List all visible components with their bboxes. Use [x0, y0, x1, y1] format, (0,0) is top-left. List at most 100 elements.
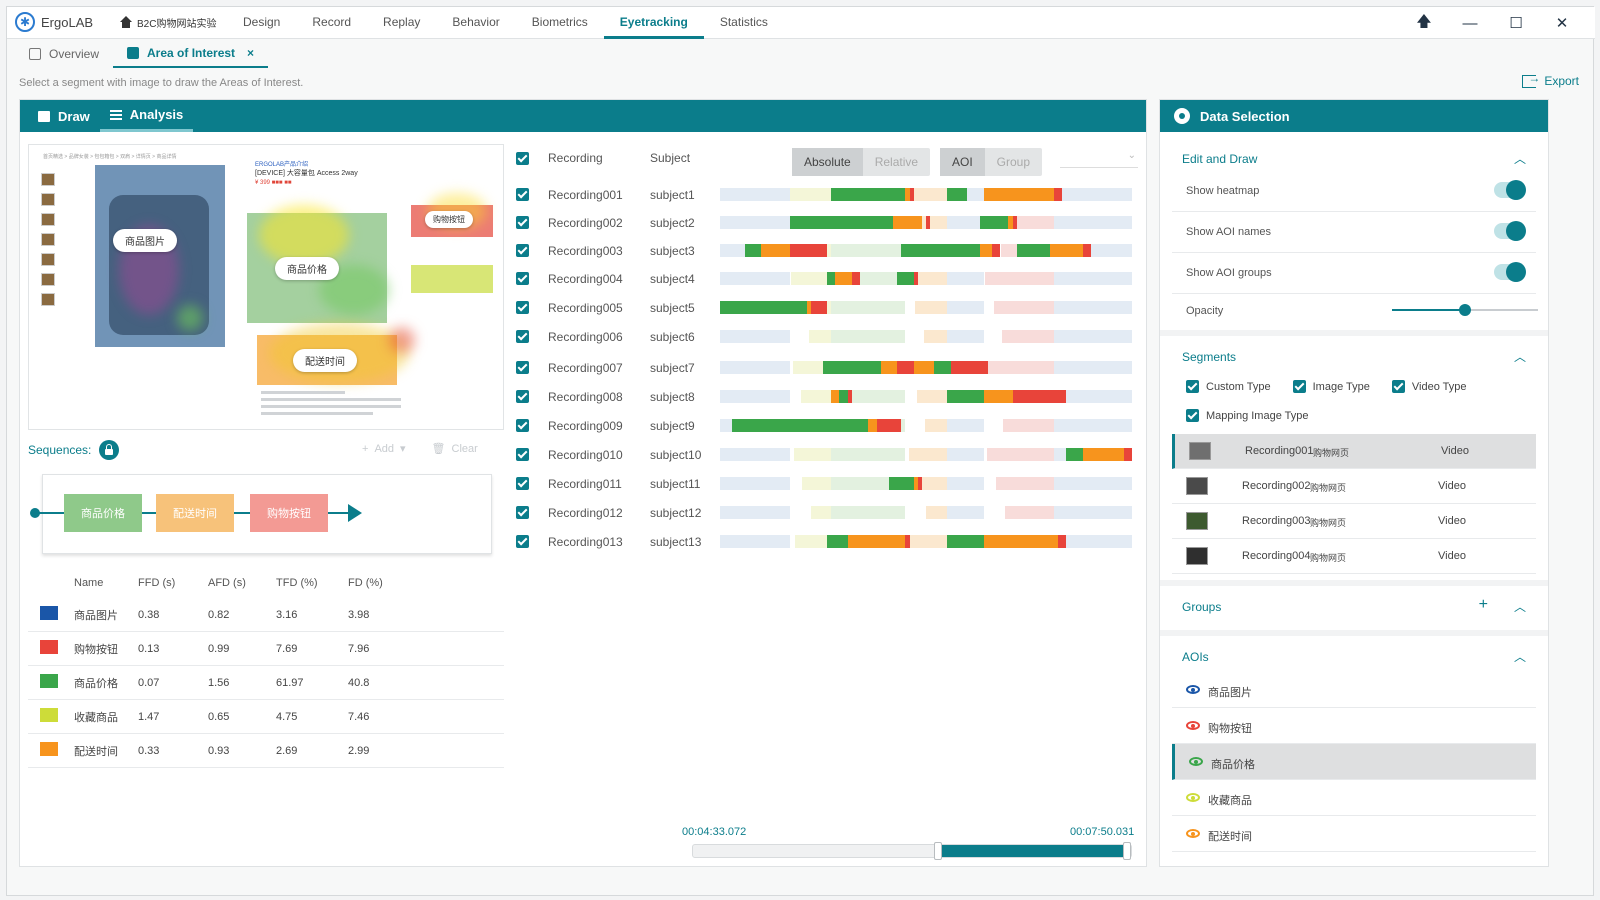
minimize-icon[interactable]: —	[1462, 14, 1478, 32]
table-row[interactable]: 收藏商品 1.47 0.65 4.75 7.46	[28, 700, 504, 734]
recording-row[interactable]: Recording005 subject5	[516, 293, 1138, 322]
group-mode-button[interactable]: Group	[996, 155, 1031, 169]
pin-icon[interactable]: 🡅	[1416, 12, 1432, 30]
collapse-edit-draw-icon[interactable]: ︿	[1513, 152, 1526, 166]
aoi-timeline[interactable]	[720, 361, 1132, 374]
table-row[interactable]: 商品图片 0.38 0.82 3.16 3.98	[28, 598, 504, 632]
aoi-timeline[interactable]	[720, 244, 1132, 257]
aoi-timeline[interactable]	[720, 535, 1132, 548]
aoi-timeline[interactable]	[720, 419, 1132, 432]
aoi-timeline[interactable]	[720, 216, 1132, 229]
aoi-timeline[interactable]	[720, 272, 1132, 285]
sequence-node[interactable]: 购物按钮	[250, 494, 328, 532]
recording-row[interactable]: Recording010 subject10	[516, 440, 1138, 469]
nav-item-behavior[interactable]: Behavior	[452, 15, 500, 29]
nav-item-eyetracking[interactable]: Eyetracking	[603, 7, 704, 39]
video-type-checkbox[interactable]: Video Type	[1391, 380, 1467, 393]
segment-item[interactable]: Recording003 购物网页 Video	[1172, 504, 1536, 539]
opacity-slider[interactable]	[1392, 304, 1538, 316]
recording-row[interactable]: Recording002 subject2	[516, 208, 1138, 237]
eye-icon[interactable]	[1186, 685, 1200, 694]
timeline-dropdown[interactable]	[1060, 150, 1138, 168]
aoi-timeline[interactable]	[720, 448, 1132, 461]
product-image-aoi[interactable]	[95, 165, 225, 347]
add-sequence-button[interactable]: + Add ▾	[362, 442, 406, 456]
close-icon[interactable]: ✕	[1555, 15, 1569, 32]
show-heatmap-toggle[interactable]	[1494, 180, 1526, 200]
recording-row[interactable]: Recording011 subject11	[516, 469, 1138, 498]
segment-item[interactable]: Recording004 购物网页 Video	[1172, 539, 1536, 574]
opacity-slider-knob[interactable]	[1459, 304, 1471, 316]
mapping-image-type-checkbox[interactable]: Mapping Image Type	[1186, 409, 1309, 422]
recording-checkbox[interactable]	[516, 477, 529, 490]
custom-type-checkbox[interactable]: Custom Type	[1186, 380, 1271, 393]
aoi-image-preview[interactable]: 首页精选 > 品牌女装 > 包包箱包 > 双肩 > 详情页 > 商品详情 ERG…	[28, 144, 504, 430]
tab-overview[interactable]: Overview	[15, 40, 113, 68]
recording-checkbox[interactable]	[516, 188, 529, 201]
recording-checkbox[interactable]	[516, 216, 529, 229]
eye-icon[interactable]	[1186, 793, 1200, 802]
recording-checkbox[interactable]	[516, 535, 529, 548]
recording-checkbox[interactable]	[516, 244, 529, 257]
relative-button[interactable]: Relative	[874, 155, 919, 169]
recording-checkbox[interactable]	[516, 448, 529, 461]
nav-item-record[interactable]: Record	[312, 15, 352, 29]
select-all-checkbox[interactable]	[516, 151, 529, 165]
aoi-list-item[interactable]: 商品图片	[1172, 672, 1536, 708]
recording-checkbox[interactable]	[516, 361, 529, 374]
recording-row[interactable]: Recording001 subject1	[516, 180, 1138, 209]
project-name[interactable]: B2C购物网站实验	[119, 15, 216, 30]
recording-row[interactable]: Recording008 subject8	[516, 382, 1138, 411]
range-end-handle[interactable]	[1123, 842, 1131, 860]
aoi-list-item[interactable]: 配送时间	[1172, 816, 1536, 852]
eye-icon[interactable]	[1189, 757, 1203, 766]
collapse-groups-icon[interactable]: ︿	[1513, 600, 1526, 614]
aoi-timeline[interactable]	[720, 477, 1132, 490]
nav-item-statistics[interactable]: Statistics	[719, 15, 768, 29]
aoi-timeline[interactable]	[720, 506, 1132, 519]
recording-checkbox[interactable]	[516, 390, 529, 403]
range-start-handle[interactable]	[934, 842, 943, 860]
recording-checkbox[interactable]	[516, 272, 529, 285]
recording-row[interactable]: Recording006 subject6	[516, 322, 1138, 351]
export-button[interactable]: Export	[1522, 71, 1579, 88]
aoi-mode-button[interactable]: AOI	[940, 148, 985, 176]
recording-checkbox[interactable]	[516, 330, 529, 343]
nav-item-biometrics[interactable]: Biometrics	[531, 15, 588, 29]
recording-checkbox[interactable]	[516, 301, 529, 314]
table-row[interactable]: 商品价格 0.07 1.56 61.97 40.8	[28, 666, 504, 700]
aoi-timeline[interactable]	[720, 330, 1132, 343]
segment-item[interactable]: Recording001 购物网页 Video	[1172, 434, 1536, 469]
recording-row[interactable]: Recording009 subject9	[516, 411, 1138, 440]
sequence-node[interactable]: 配送时间	[156, 494, 234, 532]
absolute-button[interactable]: Absolute	[792, 148, 863, 176]
collapse-aois-icon[interactable]: ︿	[1513, 650, 1526, 664]
tab-draw[interactable]: Draw	[28, 100, 100, 132]
recording-row[interactable]: Recording004 subject4	[516, 264, 1138, 293]
tab-area-of-interest[interactable]: Area of Interest ×	[113, 40, 269, 68]
aoi-list-item[interactable]: 收藏商品	[1172, 780, 1536, 816]
sequence-node[interactable]: 商品价格	[64, 494, 142, 532]
favorite-aoi[interactable]	[411, 265, 493, 293]
show-aoi-names-toggle[interactable]	[1494, 221, 1526, 241]
table-row[interactable]: 配送时间 0.33 0.93 2.69 2.99	[28, 734, 504, 768]
aoi-list-item[interactable]: 商品价格	[1172, 744, 1536, 780]
time-range-slider[interactable]	[692, 842, 1132, 860]
aoi-timeline[interactable]	[720, 390, 1132, 403]
recording-checkbox[interactable]	[516, 506, 529, 519]
recording-row[interactable]: Recording003 subject3	[516, 236, 1138, 265]
image-type-checkbox[interactable]: Image Type	[1292, 380, 1370, 393]
close-tab-icon[interactable]: ×	[247, 46, 255, 60]
recording-row[interactable]: Recording012 subject12	[516, 498, 1138, 527]
add-group-icon[interactable]: +	[1478, 596, 1488, 613]
show-aoi-groups-toggle[interactable]	[1494, 262, 1526, 282]
recording-row[interactable]: Recording007 subject7	[516, 353, 1138, 382]
recording-checkbox[interactable]	[516, 419, 529, 432]
clear-sequence-button[interactable]: 🗑 Clear	[432, 442, 478, 456]
nav-item-design[interactable]: Design	[243, 15, 281, 29]
nav-item-replay[interactable]: Replay	[383, 15, 421, 29]
aoi-timeline[interactable]	[720, 188, 1132, 201]
tab-analysis[interactable]: Analysis	[99, 100, 194, 132]
aoi-list-item[interactable]: 购物按钮	[1172, 708, 1536, 744]
recording-row[interactable]: Recording013 subject13	[516, 527, 1138, 556]
